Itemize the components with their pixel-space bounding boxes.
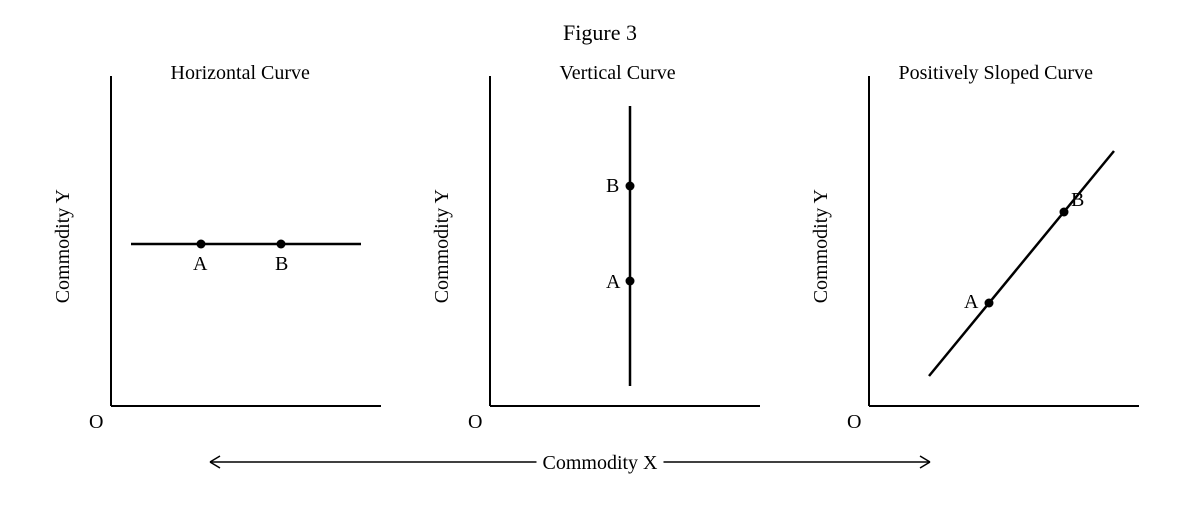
point-label-A: A [964,291,979,313]
point-label-A: A [606,271,621,293]
panel-title-positive: Positively Sloped Curve [899,62,1093,85]
chart-horizontal: A B O [81,56,391,436]
origin-label: O [468,411,482,433]
panel-positive: Commodity Y Positively Sloped Curve A B O [810,56,1149,436]
figure-title: Figure 3 [20,20,1180,46]
panel-vertical: Commodity Y Vertical Curve A B O [431,56,770,436]
point-B [276,240,285,249]
x-axis-row: Commodity X [20,440,1180,490]
origin-label: O [89,411,103,433]
chart-positive: A B O [839,56,1149,436]
y-axis-label: Commodity Y [431,189,454,303]
origin-label: O [847,411,861,433]
panel-title-vertical: Vertical Curve [560,62,676,85]
x-axis-label: Commodity X [536,452,663,475]
point-B [625,182,634,191]
y-axis-label: Commodity Y [810,189,833,303]
panel-title-horizontal: Horizontal Curve [171,62,310,85]
point-label-B: B [1071,189,1084,211]
y-axis-label: Commodity Y [52,189,75,303]
curve-line [929,151,1114,376]
chart-vertical: A B O [460,56,770,436]
panel-horizontal: Commodity Y Horizontal Curve A B O [52,56,391,436]
point-label-B: B [606,175,619,197]
point-B [1059,208,1068,217]
figure-3: Figure 3 Commodity Y Horizontal Curve A B… [20,20,1180,490]
point-A [625,277,634,286]
point-A [984,299,993,308]
point-label-B: B [275,253,288,275]
panels-row: Commodity Y Horizontal Curve A B O Commodi… [20,56,1180,436]
point-label-A: A [193,253,208,275]
point-A [196,240,205,249]
